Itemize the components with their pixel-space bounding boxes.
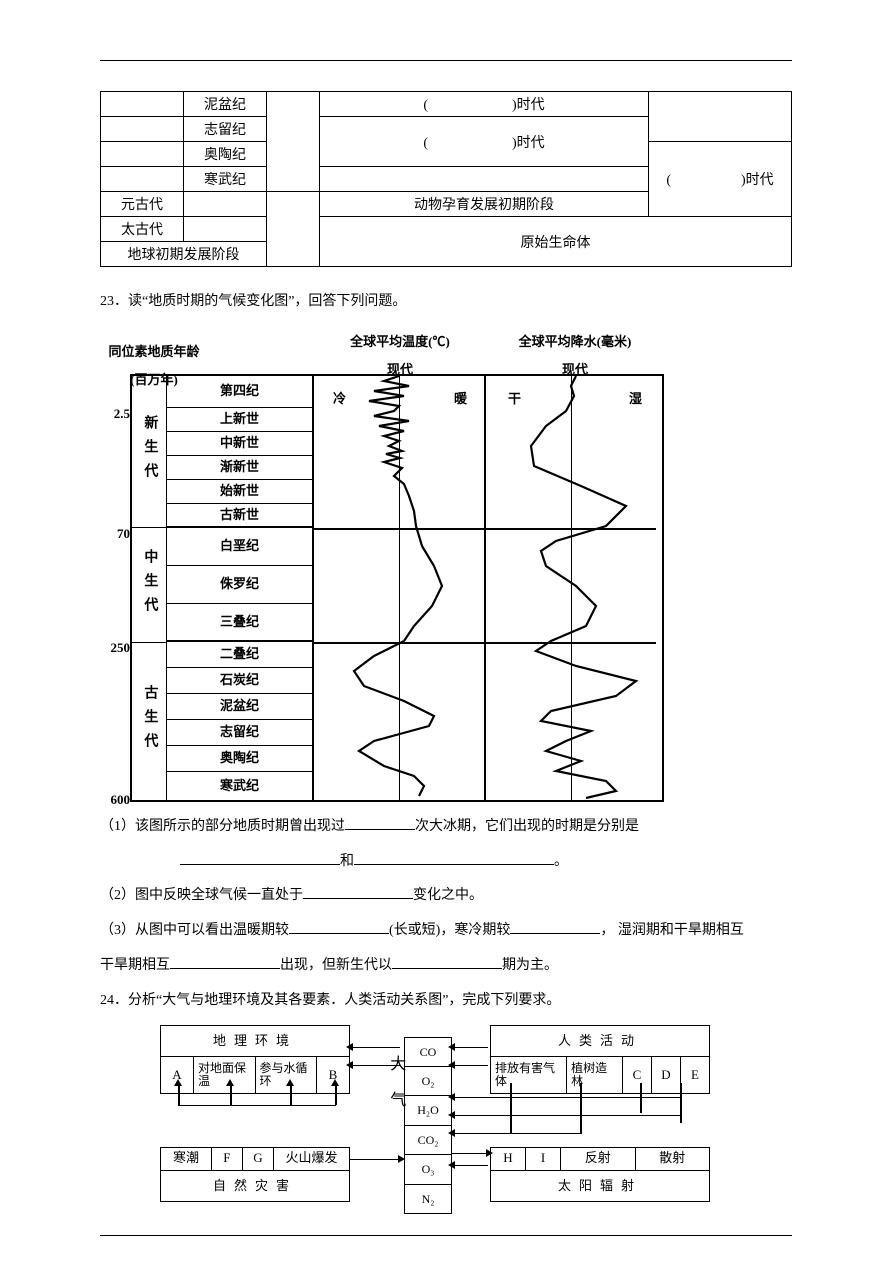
rule-bottom bbox=[100, 1235, 792, 1236]
dis-G: G bbox=[243, 1148, 274, 1170]
dis-cold: 寒潮 bbox=[161, 1148, 212, 1170]
period-cell: 泥盆纪 bbox=[167, 694, 312, 720]
sol-refl: 反射 bbox=[561, 1148, 636, 1170]
period-cell: 寒武纪 bbox=[167, 772, 312, 800]
cell-right: ( )时代 bbox=[649, 142, 792, 217]
env-B: B bbox=[317, 1057, 349, 1093]
cell-mid: ( )时代 bbox=[320, 117, 649, 167]
temperature-panel bbox=[314, 376, 486, 800]
period-cell: 侏罗纪 bbox=[167, 566, 312, 604]
period-cell: 古新世 bbox=[167, 504, 312, 528]
age-label: 70 bbox=[86, 520, 130, 549]
age-label: 2.5 bbox=[86, 400, 130, 429]
cell-left: 元古代 bbox=[101, 192, 184, 217]
atm-row: N₂ bbox=[405, 1185, 451, 1213]
atmosphere-column: COO₂H₂OCO₂O₃N₂ bbox=[404, 1037, 452, 1214]
period-cell: 三叠纪 bbox=[167, 604, 312, 642]
atm-row: H₂O bbox=[405, 1096, 451, 1125]
temp-header: 全球平均温度(℃) bbox=[315, 328, 485, 357]
cell-left: 太古代 bbox=[101, 217, 184, 242]
precip-header: 全球平均降水(毫米) bbox=[490, 328, 660, 357]
box-disaster: 寒潮 F G 火山爆发 自然灾害 bbox=[160, 1147, 350, 1203]
box-solar: H I 反射 散射 太阳辐射 bbox=[490, 1147, 710, 1203]
human-title: 人类活动 bbox=[491, 1026, 709, 1058]
climate-chart: 同位素地质年龄 (百万年) 全球平均温度(℃) 现代 冷 暖 全球平均降水(毫米… bbox=[130, 328, 792, 802]
solar-title: 太阳辐射 bbox=[491, 1170, 709, 1202]
era-cell: 古生代 bbox=[132, 643, 166, 800]
q23-intro: 23．读“地质时期的气候变化图”，回答下列问题。 bbox=[100, 287, 792, 318]
q24-intro: 24．分析“大气与地理环境及其各要素．人类活动关系图”，完成下列要求。 bbox=[100, 986, 792, 1017]
env-title: 地理环境 bbox=[161, 1026, 349, 1058]
box-environment: 地理环境 A 对地面保温 参与水循环 B bbox=[160, 1025, 350, 1095]
cell-period: 志留纪 bbox=[184, 117, 267, 142]
cell-left: 地球初期发展阶段 bbox=[101, 242, 267, 267]
env-water: 参与水循环 bbox=[256, 1057, 318, 1093]
atm-row: CO bbox=[405, 1038, 451, 1067]
human-C: C bbox=[623, 1057, 652, 1093]
period-cell: 白垩纪 bbox=[167, 528, 312, 566]
dis-F: F bbox=[212, 1148, 243, 1170]
sol-I: I bbox=[526, 1148, 561, 1170]
rule-top bbox=[100, 60, 792, 61]
period-cell: 石炭纪 bbox=[167, 668, 312, 694]
age-label: 250 bbox=[86, 634, 130, 663]
cell-mid: ( )时代 bbox=[320, 92, 649, 117]
age-label: 600 bbox=[86, 786, 130, 815]
atm-row: O₂ bbox=[405, 1067, 451, 1096]
cell-period: 泥盆纪 bbox=[184, 92, 267, 117]
period-cell: 二叠纪 bbox=[167, 642, 312, 668]
axis-age-label: 同位素地质年龄 bbox=[94, 338, 214, 367]
q23-2: （2）图中反映全球气候一直处于变化之中。 bbox=[100, 881, 792, 912]
human-E: E bbox=[681, 1057, 709, 1093]
sol-scat: 散射 bbox=[636, 1148, 710, 1170]
relation-diagram: 地理环境 A 对地面保温 参与水循环 B 大气 COO₂H₂OCO₂O₃N₂ 人… bbox=[160, 1025, 720, 1205]
cell-period: 奥陶纪 bbox=[184, 142, 267, 167]
period-cell: 第四纪 bbox=[167, 376, 312, 408]
era-cell: 新生代 bbox=[132, 376, 166, 528]
period-cell: 奥陶纪 bbox=[167, 746, 312, 772]
human-forest: 植树造林 bbox=[567, 1057, 623, 1093]
period-cell: 志留纪 bbox=[167, 720, 312, 746]
q23-3: （3）从图中可以看出温暖期较(长或短)，寒冷期较， 湿润期和干旱期相互 bbox=[100, 916, 792, 947]
atm-row: CO₂ bbox=[405, 1126, 451, 1155]
env-warm: 对地面保温 bbox=[194, 1057, 256, 1093]
box-human: 人类活动 排放有害气体 植树造林 C D E bbox=[490, 1025, 710, 1095]
era-cell: 中生代 bbox=[132, 528, 166, 642]
cell-mid: 原始生命体 bbox=[320, 217, 792, 267]
cell-period: 寒武纪 bbox=[184, 167, 267, 192]
human-emit: 排放有害气体 bbox=[491, 1057, 567, 1093]
dis-volc: 火山爆发 bbox=[274, 1148, 349, 1170]
disaster-title: 自然灾害 bbox=[161, 1170, 349, 1202]
q23-3b: 干旱期相互出现，但新生代以期为主。 bbox=[100, 951, 792, 982]
atm-row: O₃ bbox=[405, 1155, 451, 1184]
human-D: D bbox=[652, 1057, 681, 1093]
sol-H: H bbox=[491, 1148, 526, 1170]
cell-mid: 动物孕育发展初期阶段 bbox=[320, 192, 649, 217]
climate-chart-body: 2.570250600 新生代中生代古生代 第四纪上新世中新世渐新世始新世古新世… bbox=[130, 374, 664, 802]
era-table: 泥盆纪 ( )时代 志留纪 ( )时代 奥陶纪 ( )时代 寒武纪 元古代 动物… bbox=[100, 91, 792, 267]
q23-1b: 和。 bbox=[100, 847, 792, 878]
q23-1: （1）该图所示的部分地质时期曾出现过次大冰期，它们出现的时期是分别是 bbox=[100, 812, 792, 843]
precipitation-panel bbox=[486, 376, 656, 800]
